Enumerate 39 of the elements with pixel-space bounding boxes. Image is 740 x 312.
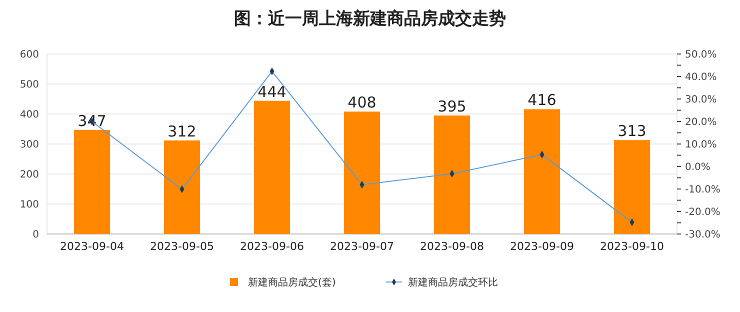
x-tick-label: 2023-09-06	[240, 240, 304, 253]
y2-tick-label: -20.0%	[685, 207, 720, 218]
y2-tick-label: 0.0%	[685, 162, 710, 173]
x-tick-label: 2023-09-07	[330, 240, 394, 253]
y-tick-label: 0	[32, 230, 39, 240]
y2-tick-label: 40.0%	[685, 72, 717, 83]
y2-tick-label: 30.0%	[685, 94, 717, 106]
bar	[74, 130, 110, 234]
chart-title: 图：近一周上海新建商品房成交走势	[234, 9, 506, 29]
y2-tick-label: -30.0%	[685, 230, 720, 240]
legend-label: 新建商品房成交(套)	[248, 276, 336, 288]
y2-tick-label: 20.0%	[685, 117, 717, 128]
data-label: 408	[348, 94, 376, 112]
data-label: 416	[528, 91, 556, 110]
y2-tick-label: 50.0%	[685, 50, 717, 60]
bar	[164, 140, 200, 234]
x-tick-label: 2023-09-04	[60, 240, 124, 253]
bar	[614, 140, 650, 234]
bar	[344, 112, 380, 234]
x-tick-label: 2023-09-08	[420, 240, 484, 253]
bar	[434, 116, 470, 234]
y-tick-label: 400	[20, 110, 39, 120]
data-label: 395	[438, 98, 466, 116]
bar	[524, 109, 560, 234]
bar	[254, 100, 290, 234]
data-label: 444	[258, 82, 286, 101]
y2-tick-label: 10.0%	[685, 140, 717, 150]
y-tick-label: 200	[20, 170, 39, 180]
x-tick-label: 2023-09-05	[150, 240, 214, 253]
y-tick-label: 500	[20, 80, 39, 90]
y2-tick-label: -10.0%	[685, 184, 720, 196]
x-tick-label: 2023-09-10	[600, 240, 664, 253]
x-tick-label: 2023-09-09	[510, 240, 574, 253]
data-label: 313	[618, 122, 646, 140]
data-label: 312	[168, 122, 196, 140]
y-tick-label: 100	[20, 200, 39, 210]
y-tick-label: 600	[20, 50, 39, 60]
y-tick-label: 300	[20, 140, 39, 150]
legend-label: 新建商品房成交环比	[408, 276, 498, 288]
